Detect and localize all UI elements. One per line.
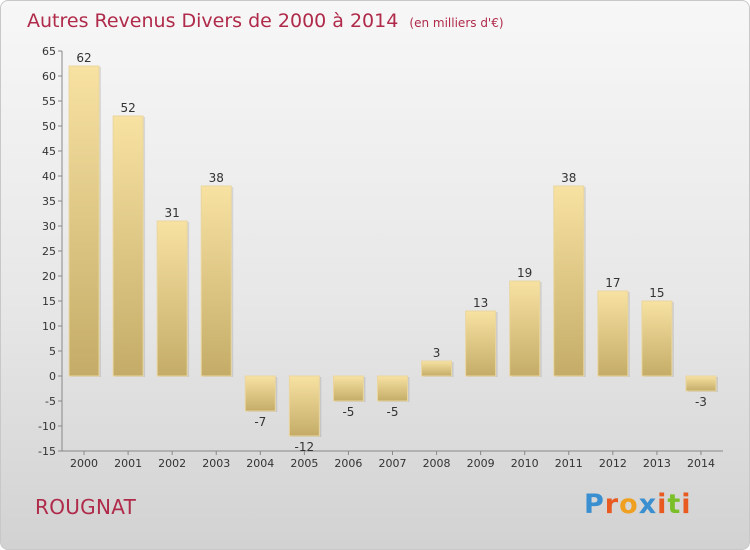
brand-letter: x bbox=[638, 489, 658, 520]
x-tick-label: 2005 bbox=[290, 457, 318, 470]
bar bbox=[465, 310, 497, 377]
data-label: 19 bbox=[517, 266, 532, 280]
bar bbox=[112, 115, 144, 377]
bar bbox=[377, 375, 408, 402]
data-label: 52 bbox=[120, 101, 135, 115]
chart-labels: 2000 62 2001 52 2002 31 2003 38 2004 -7 2005 -12 200… bbox=[70, 51, 715, 470]
bar bbox=[200, 185, 232, 377]
brand-letter: i bbox=[681, 489, 692, 520]
brand-letter: t bbox=[667, 489, 682, 520]
x-tick-label: 2011 bbox=[555, 457, 583, 470]
commune-name: ROUGNAT bbox=[35, 495, 137, 519]
x-tick-label: 2004 bbox=[246, 457, 274, 470]
data-label: 38 bbox=[561, 171, 576, 185]
x-tick-label: 2010 bbox=[511, 457, 539, 470]
bar bbox=[156, 220, 188, 377]
chart-title-main: Autres Revenus Divers de 2000 à 2014 bbox=[27, 10, 399, 32]
y-tick-label: 55 bbox=[42, 95, 56, 108]
x-tick-label: 2007 bbox=[379, 457, 407, 470]
x-tick-label: 2008 bbox=[423, 457, 451, 470]
brand-logo: Proxiti bbox=[584, 489, 692, 520]
data-label: -12 bbox=[295, 440, 315, 454]
y-tick-label: 5 bbox=[49, 345, 56, 358]
y-tick-label: 45 bbox=[42, 145, 56, 158]
x-tick-label: 2014 bbox=[687, 457, 715, 470]
bar bbox=[597, 290, 629, 377]
chart-axes: -15 -10 -5 0 5 10 15 20 25 30 35 40 45 50 55 60 65 bbox=[38, 45, 723, 458]
y-tick-label: 60 bbox=[42, 70, 56, 83]
data-label: 62 bbox=[76, 51, 91, 65]
data-label: -3 bbox=[695, 395, 707, 409]
data-label: -7 bbox=[254, 415, 266, 429]
brand-letter: o bbox=[619, 489, 639, 520]
bar bbox=[332, 375, 364, 402]
y-tick-label: 20 bbox=[42, 270, 56, 283]
y-tick-label: 40 bbox=[42, 170, 56, 183]
bar bbox=[685, 375, 717, 392]
brand-letter: i bbox=[657, 489, 668, 520]
x-tick-label: 2002 bbox=[158, 457, 186, 470]
y-tick-label: 30 bbox=[42, 220, 56, 233]
x-tick-label: 2013 bbox=[643, 457, 671, 470]
bar bbox=[641, 300, 673, 377]
y-tick-label: 50 bbox=[42, 120, 56, 133]
bar bbox=[553, 185, 585, 377]
x-tick-label: 2001 bbox=[114, 457, 142, 470]
data-label: 17 bbox=[605, 276, 620, 290]
y-tick-label: 35 bbox=[42, 195, 56, 208]
y-tick-label: -10 bbox=[38, 420, 56, 433]
bar bbox=[421, 360, 453, 377]
x-tick-label: 2009 bbox=[467, 457, 495, 470]
brand-letter: r bbox=[604, 489, 620, 520]
y-tick-label: 15 bbox=[42, 295, 56, 308]
brand-letter: P bbox=[584, 489, 605, 520]
x-tick-label: 2003 bbox=[202, 457, 230, 470]
x-tick-label: 2000 bbox=[70, 457, 98, 470]
x-tick-label: 2006 bbox=[334, 457, 362, 470]
data-label: -5 bbox=[342, 405, 354, 419]
chart-title: Autres Revenus Divers de 2000 à 2014 (en… bbox=[27, 10, 504, 32]
bar bbox=[68, 65, 100, 377]
data-label: 31 bbox=[165, 206, 180, 220]
x-tick-label: 2012 bbox=[599, 457, 627, 470]
data-label: 38 bbox=[209, 171, 224, 185]
data-label: 15 bbox=[649, 286, 664, 300]
bar bbox=[288, 375, 320, 437]
bar bbox=[244, 375, 276, 412]
bar bbox=[509, 280, 541, 377]
chart-bars bbox=[68, 65, 718, 437]
y-tick-label: 0 bbox=[49, 370, 56, 383]
y-tick-label: -5 bbox=[45, 395, 56, 408]
data-label: -5 bbox=[387, 405, 399, 419]
y-tick-label: 25 bbox=[42, 245, 56, 258]
y-tick-label: 10 bbox=[42, 320, 56, 333]
y-tick-label: -15 bbox=[38, 445, 56, 458]
data-label: 13 bbox=[473, 296, 488, 310]
chart-title-unit: (en milliers d'€) bbox=[409, 16, 504, 30]
y-tick-label: 65 bbox=[42, 45, 56, 58]
data-label: 3 bbox=[433, 346, 441, 360]
